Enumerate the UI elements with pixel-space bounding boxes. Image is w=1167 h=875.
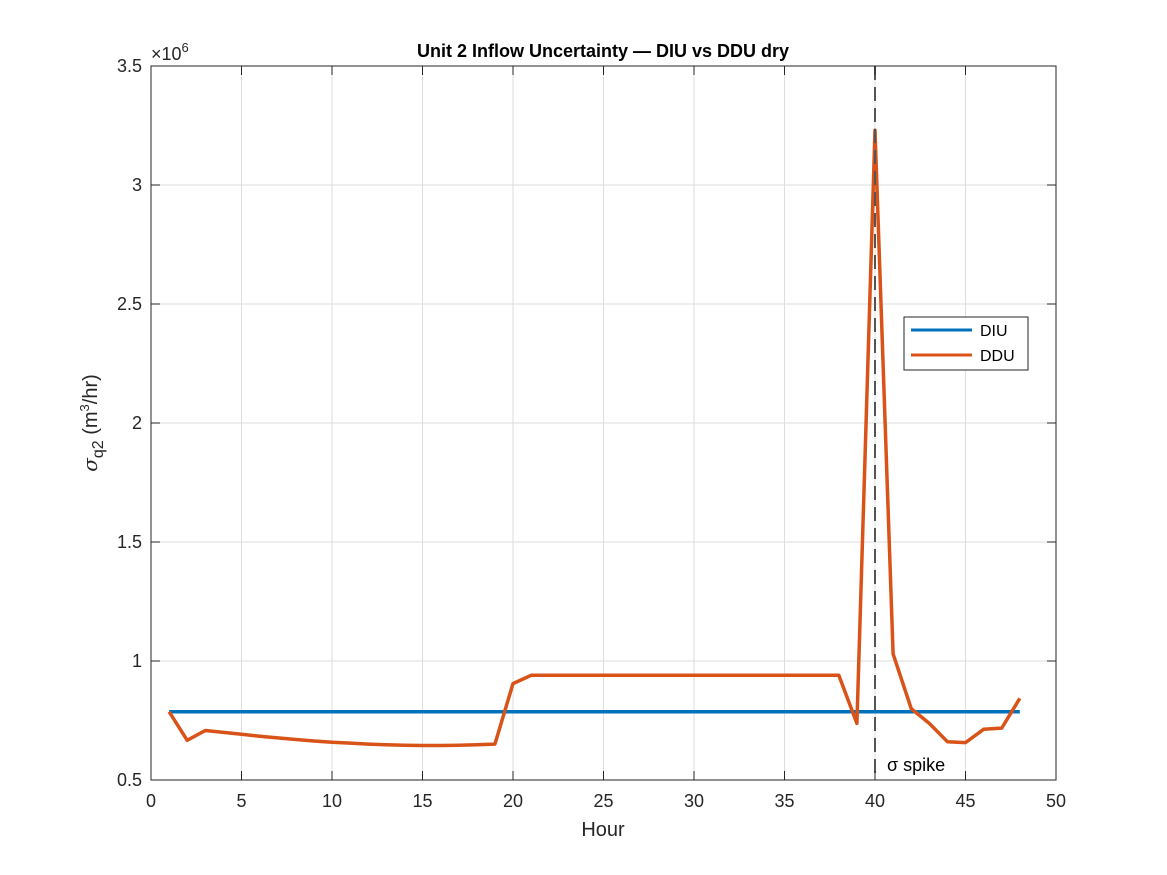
- ticks: 0 5 10 15 20 25 30 35 40 45 50 0.5 1 1.5 2 2.5 3 3.5: [117, 56, 1066, 811]
- x-tick-label: 0: [146, 791, 156, 811]
- x-axis-label: Hour: [581, 819, 625, 841]
- x-tick-label: 45: [955, 791, 975, 811]
- x-tick-label: 40: [865, 791, 885, 811]
- legend-label-ddu: DDU: [980, 348, 1015, 365]
- annotation-label: σ spike: [887, 755, 945, 775]
- x-tick-label: 5: [236, 791, 246, 811]
- chart-title: Unit 2 Inflow Uncertainty — DIU vs DDU d…: [417, 41, 789, 61]
- y-tick-label: 0.5: [117, 770, 142, 790]
- x-tick-label: 50: [1046, 791, 1066, 811]
- y-tick-label: 1.5: [117, 532, 142, 552]
- series-line-ddu: [167, 128, 1022, 748]
- x-tick-label: 25: [593, 791, 613, 811]
- y-exponent-label: ×106: [151, 40, 189, 64]
- annotation-layer: σ spike: [874, 66, 945, 780]
- x-tick-label: 35: [774, 791, 794, 811]
- y-tick-label: 1: [132, 651, 142, 671]
- series-layer: [167, 128, 1022, 748]
- x-tick-label: 20: [503, 791, 523, 811]
- x-tick-label: 10: [322, 791, 342, 811]
- y-tick-label: 2.5: [117, 294, 142, 314]
- x-tick-label: 15: [412, 791, 432, 811]
- y-tick-label: 3: [132, 175, 142, 195]
- legend-box: [903, 316, 1029, 371]
- x-tick-label: 30: [684, 791, 704, 811]
- y-tick-label: 2: [132, 413, 142, 433]
- legend-label-diu: DIU: [980, 323, 1008, 340]
- y-tick-label: 3.5: [117, 56, 142, 76]
- y-axis-label: σq2 (m3/hr): [77, 374, 107, 472]
- legend: DIU DDU: [903, 316, 1029, 371]
